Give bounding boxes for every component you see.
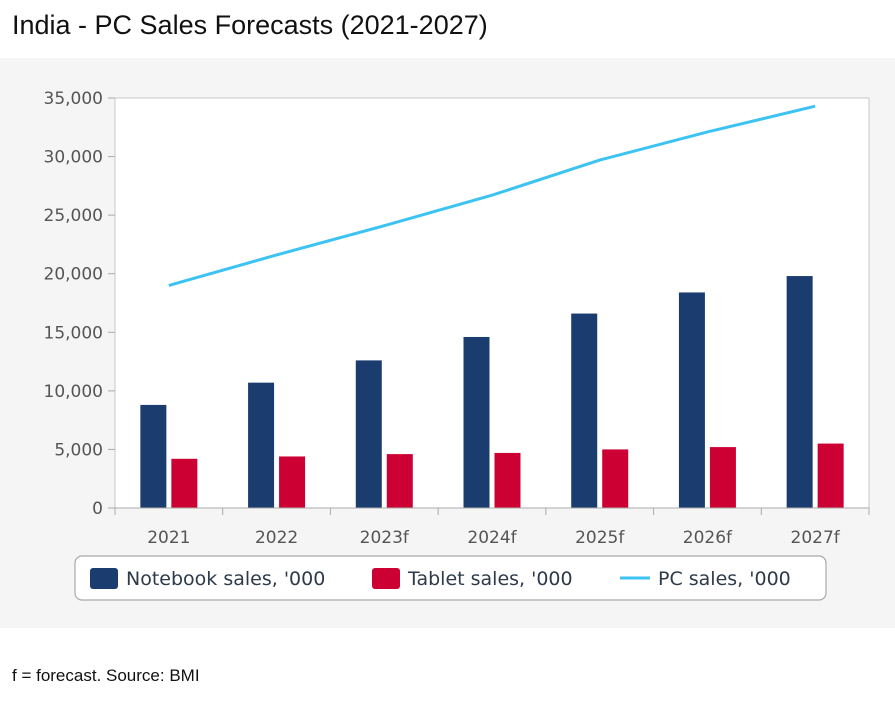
tablet-bar bbox=[602, 449, 629, 508]
y-tick-label: 10,000 bbox=[44, 382, 103, 402]
axis-ticks: 0 5,000 10,000 15,000 20,000 25,000 30,000 35,0… bbox=[44, 89, 870, 548]
x-tick-label: 2026f bbox=[683, 528, 733, 548]
x-tick-label: 2021 bbox=[147, 528, 190, 548]
plot-area bbox=[114, 97, 870, 509]
y-tick-label: 25,000 bbox=[44, 206, 103, 226]
tablet-bar bbox=[171, 458, 198, 508]
x-tick-label: 2025f bbox=[575, 528, 625, 548]
x-tick-label: 2023f bbox=[360, 528, 410, 548]
notebook-bar bbox=[571, 313, 598, 508]
y-tick-label: 15,000 bbox=[44, 323, 103, 343]
legend: Notebook sales, '000 Tablet sales, '000 PC… bbox=[74, 555, 827, 601]
plot-background bbox=[114, 97, 870, 509]
tablet-bar bbox=[386, 454, 413, 508]
legend-notebook-label: Notebook sales, '000 bbox=[126, 568, 325, 590]
y-tick-label: 30,000 bbox=[44, 148, 103, 168]
source-footnote: f = forecast. Source: BMI bbox=[12, 666, 200, 685]
chart: 0 5,000 10,000 15,000 20,000 25,000 30,000 35,0… bbox=[44, 89, 870, 601]
legend-notebook-swatch bbox=[90, 568, 118, 589]
page-title: India - PC Sales Forecasts (2021-2027) bbox=[12, 10, 488, 40]
legend-pc-label: PC sales, '000 bbox=[658, 568, 791, 590]
y-tick-label: 0 bbox=[92, 499, 103, 519]
x-tick-label: 2027f bbox=[791, 528, 841, 548]
y-tick-label: 20,000 bbox=[44, 265, 103, 285]
legend-tablet-swatch bbox=[372, 568, 400, 589]
tablet-bar bbox=[494, 452, 521, 508]
notebook-bar bbox=[463, 336, 490, 508]
pc-line-layer bbox=[168, 104, 816, 287]
chart-panel: 0 5,000 10,000 15,000 20,000 25,000 30,000 35,0… bbox=[0, 58, 895, 628]
y-tick-label: 35,000 bbox=[44, 89, 103, 109]
x-tick-label: 2022 bbox=[255, 528, 298, 548]
tablet-bar bbox=[817, 443, 844, 508]
notebook-bar bbox=[355, 360, 382, 508]
legend-box bbox=[74, 555, 827, 601]
legend-tablet-label: Tablet sales, '000 bbox=[407, 568, 573, 590]
pc-sales-line bbox=[168, 104, 816, 287]
tablet-bar bbox=[279, 456, 306, 508]
y-tick-label: 5,000 bbox=[54, 440, 103, 460]
notebook-bar bbox=[786, 276, 813, 508]
tablet-bar bbox=[709, 447, 736, 508]
x-tick-label: 2024f bbox=[467, 528, 517, 548]
notebook-bar bbox=[678, 292, 705, 508]
notebook-bar bbox=[248, 382, 275, 508]
bars bbox=[140, 276, 844, 508]
notebook-bar bbox=[140, 404, 167, 508]
